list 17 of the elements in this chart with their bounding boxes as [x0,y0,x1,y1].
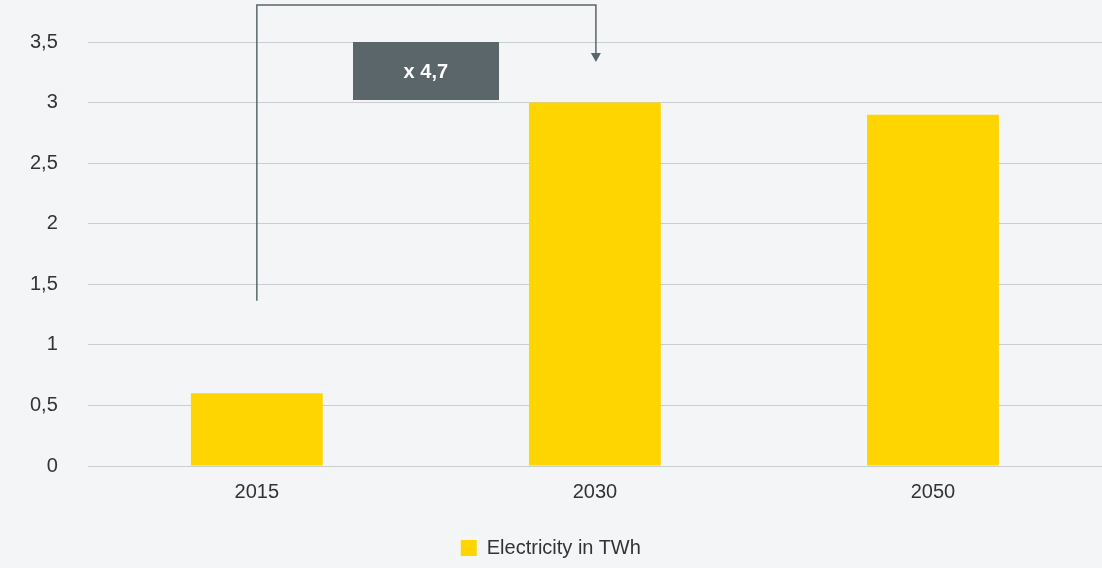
y-tick-label: 0,5 [29,392,58,415]
bar [867,114,999,466]
y-tick-label: 3,5 [29,29,58,52]
x-tick-label: 2030 [572,479,618,502]
y-tick-label: 1,5 [29,271,58,294]
y-tick-label: 1 [46,332,58,355]
x-tick-label: 2015 [234,479,280,502]
y-tick-label: 2,5 [29,150,58,173]
bar [528,102,661,466]
annotation: x 4,7 [403,59,449,83]
bar [190,393,323,466]
callout-box: x 4,7 [352,42,499,100]
x-tick-label: 2050 [910,479,956,502]
y-tick-label: 0 [46,453,58,476]
y-tick-label: 2 [46,211,58,234]
legend-label: Electricity in TWh [486,535,641,558]
y-tick-label: 3 [46,90,58,113]
